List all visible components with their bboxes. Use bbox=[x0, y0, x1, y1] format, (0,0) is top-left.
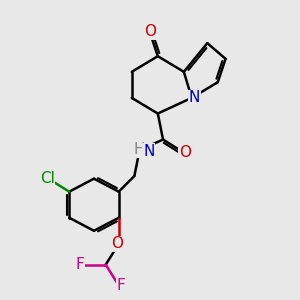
Text: O: O bbox=[111, 236, 123, 251]
Text: F: F bbox=[117, 278, 126, 293]
Text: Cl: Cl bbox=[40, 171, 55, 186]
Text: O: O bbox=[144, 24, 156, 39]
Text: H: H bbox=[134, 142, 145, 157]
Text: N: N bbox=[189, 90, 200, 105]
Text: N: N bbox=[143, 144, 154, 159]
Text: O: O bbox=[179, 145, 191, 160]
Text: F: F bbox=[75, 257, 84, 272]
